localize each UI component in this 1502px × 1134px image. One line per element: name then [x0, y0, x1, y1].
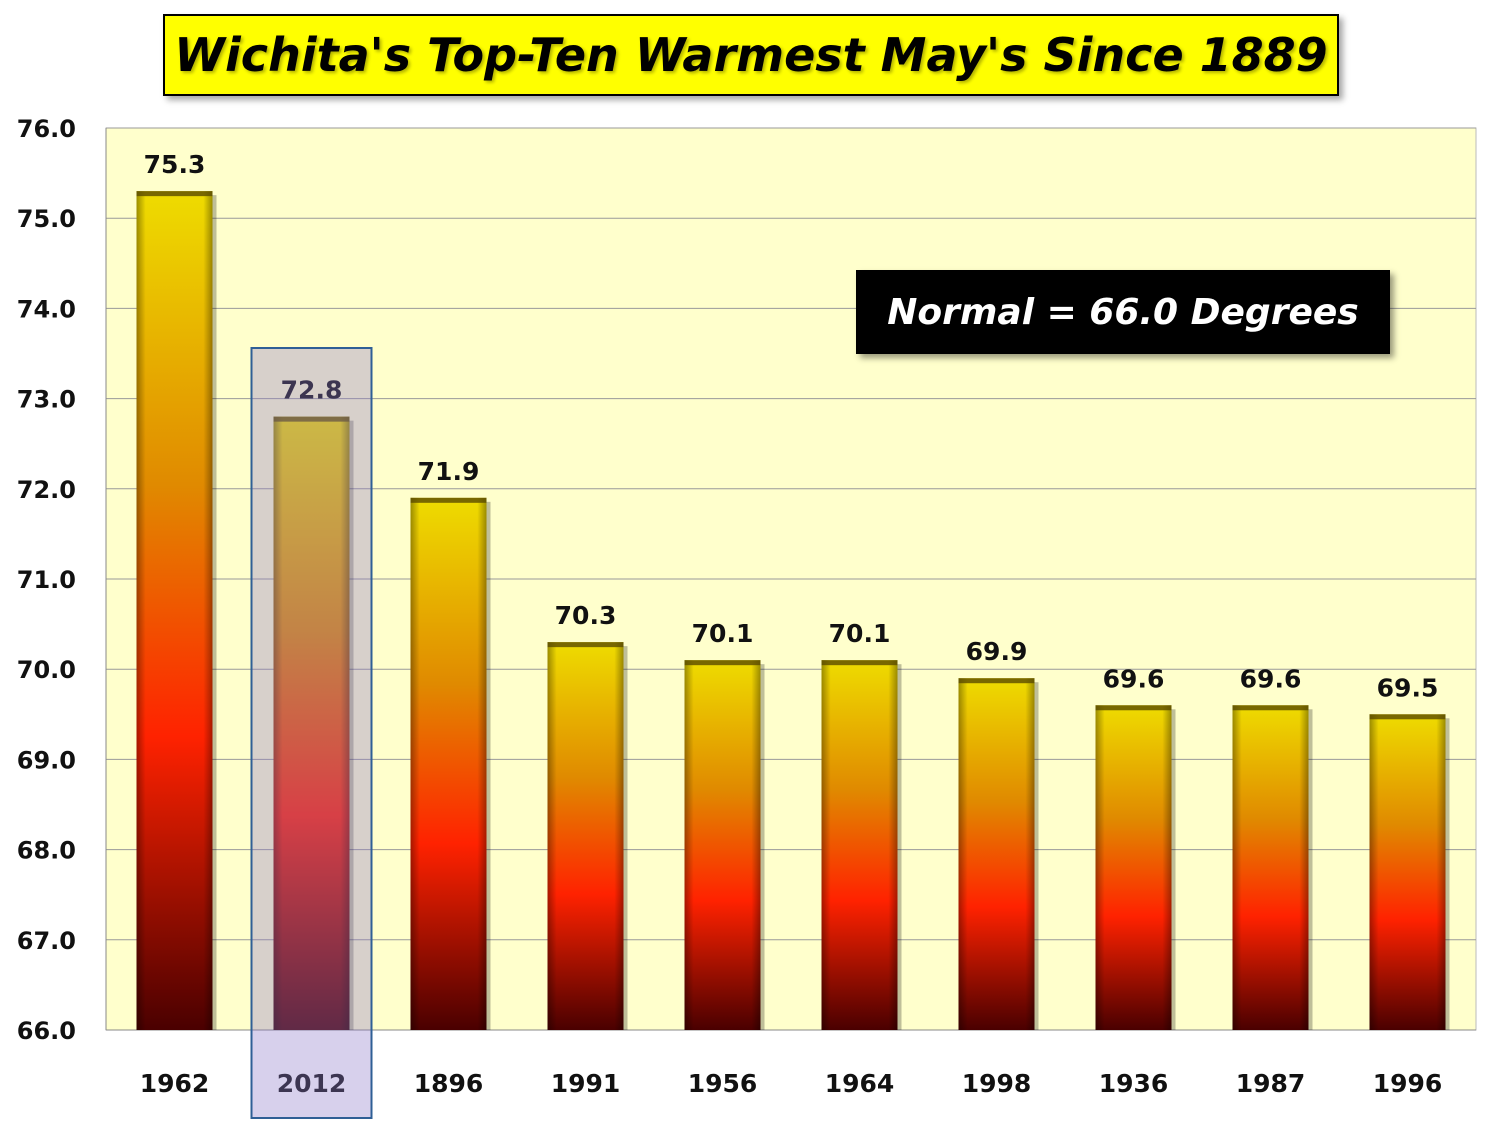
- bar-top-edge: [547, 642, 624, 648]
- y-tick-label: 71.0: [17, 566, 76, 594]
- y-tick-label: 75.0: [17, 205, 76, 233]
- y-tick-label: 70.0: [17, 656, 76, 684]
- bar-top-edge: [273, 416, 350, 422]
- bar-bevel: [958, 678, 1035, 1030]
- x-category-label: 1991: [551, 1069, 621, 1098]
- x-category-label: 1987: [1236, 1069, 1306, 1098]
- x-category-label: 1936: [1099, 1069, 1169, 1098]
- data-label: 75.3: [144, 150, 206, 179]
- data-label: 69.9: [966, 637, 1028, 666]
- bars: [136, 191, 1450, 1030]
- bar-bevel: [410, 497, 487, 1030]
- x-category-label: 1996: [1373, 1069, 1443, 1098]
- bar-bevel: [273, 416, 350, 1030]
- bar: [1095, 705, 1176, 1030]
- bar: [958, 678, 1039, 1030]
- bar-bevel: [547, 642, 624, 1030]
- bar: [1369, 714, 1450, 1030]
- bar: [1232, 705, 1313, 1030]
- x-category-label: 1896: [414, 1069, 484, 1098]
- data-label: 70.1: [829, 619, 891, 648]
- bar-top-edge: [1232, 705, 1309, 711]
- highlight: [250, 347, 373, 1119]
- y-tick-label: 69.0: [17, 746, 76, 774]
- highlight-box-2012: [250, 347, 373, 1119]
- y-tick-label: 67.0: [17, 927, 76, 955]
- data-label: 70.1: [692, 619, 754, 648]
- data-label: 69.5: [1377, 673, 1439, 702]
- y-axis: 66.0 67.0 68.0 69.0 70.0 71.0 72.0 73.0 74.0 75.0…: [17, 115, 1476, 1045]
- data-label: 72.8: [281, 376, 343, 405]
- data-label: 71.9: [418, 457, 480, 486]
- y-tick-label: 74.0: [17, 295, 76, 323]
- normal-annotation-box: Normal = 66.0 Degrees: [856, 270, 1390, 354]
- data-labels: 75.3 72.8 71.9 70.3 70.1 70.1 69.9 69.6 69.6 69.5: [144, 150, 1439, 702]
- y-tick-label: 66.0: [17, 1017, 76, 1045]
- y-tick-label: 72.0: [17, 476, 76, 504]
- bar: [136, 191, 217, 1030]
- chart-title-box: Wichita's Top-Ten Warmest May's Since 18…: [163, 14, 1339, 96]
- bar: [410, 497, 491, 1030]
- x-category-label: 1998: [962, 1069, 1032, 1098]
- bar: [547, 642, 628, 1030]
- x-category-label: 1962: [140, 1069, 210, 1098]
- bar-bevel: [1369, 714, 1446, 1030]
- x-category-label: 2012: [277, 1069, 347, 1098]
- bar: [273, 416, 354, 1030]
- bar: [684, 660, 765, 1030]
- bar-top-edge: [410, 497, 487, 503]
- data-label: 69.6: [1103, 664, 1165, 693]
- data-label: 69.6: [1240, 664, 1302, 693]
- data-label: 70.3: [555, 601, 617, 630]
- bar: [821, 660, 902, 1030]
- y-tick-label: 73.0: [17, 386, 76, 414]
- bar-top-edge: [1369, 714, 1446, 720]
- bar-bevel: [1095, 705, 1172, 1030]
- chart-title: Wichita's Top-Ten Warmest May's Since 18…: [174, 28, 1328, 82]
- bar-top-edge: [958, 678, 1035, 684]
- bar-top-edge: [684, 660, 761, 666]
- y-tick-label: 68.0: [17, 837, 76, 865]
- bar-bevel: [821, 660, 898, 1030]
- bar-bevel: [1232, 705, 1309, 1030]
- bar-top-edge: [1095, 705, 1172, 711]
- x-category-label: 1956: [688, 1069, 758, 1098]
- bar-top-edge: [821, 660, 898, 666]
- bar-bevel: [684, 660, 761, 1030]
- bar-bevel: [136, 191, 213, 1030]
- y-tick-label: 76.0: [17, 115, 76, 143]
- normal-annotation: Normal = 66.0 Degrees: [887, 291, 1359, 333]
- x-axis: 1962 2012 1896 1991 1956 1964 1998 1936 1987 1996: [140, 1069, 1443, 1098]
- x-category-label: 1964: [825, 1069, 895, 1098]
- bar-top-edge: [136, 191, 213, 197]
